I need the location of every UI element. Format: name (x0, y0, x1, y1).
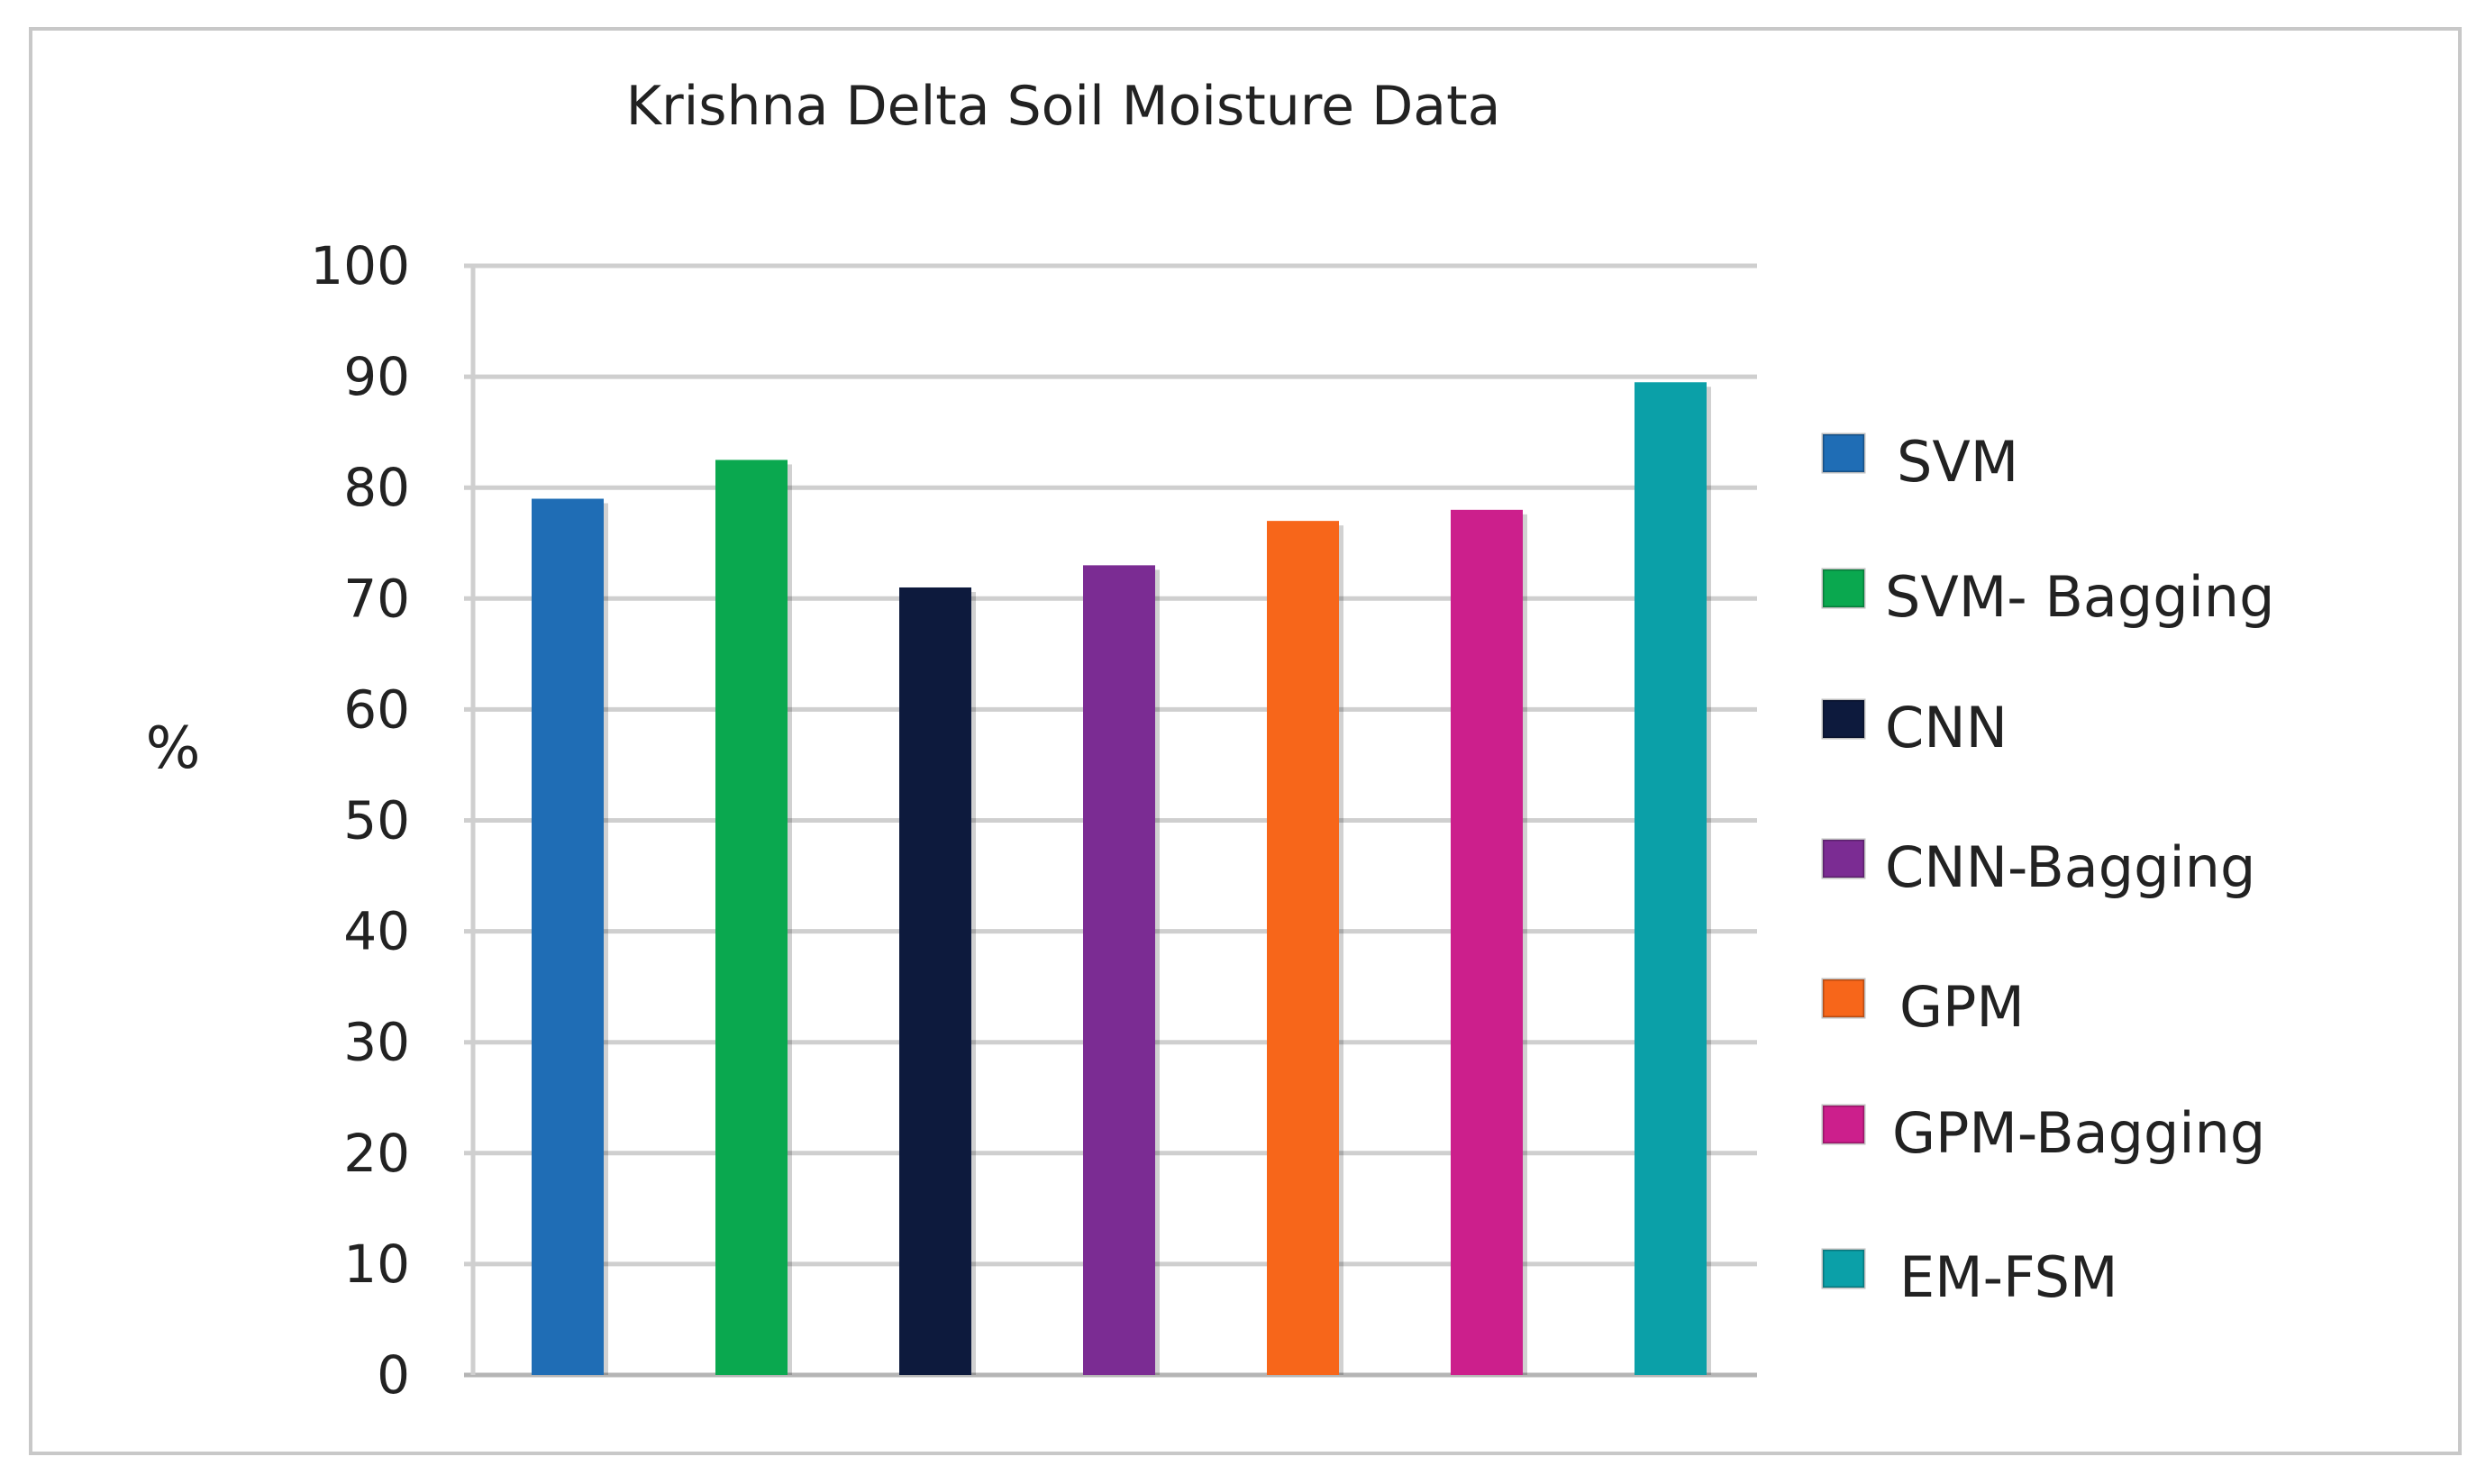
legend-swatch (1821, 568, 1866, 609)
bar-svm (532, 498, 608, 1375)
bar-rect (899, 587, 971, 1375)
y-tick-label-80: 80 (343, 457, 410, 518)
bar-em-fsm (1635, 382, 1711, 1375)
y-tick-label-100: 100 (310, 235, 410, 296)
legend-label: SVM (1897, 429, 2018, 495)
bar-gpm-bagging (1451, 509, 1527, 1375)
legend-item-gpm: GPM (1821, 974, 2025, 1040)
legend-item-gpm-bagging: GPM-Bagging (1821, 1100, 2265, 1166)
legend-swatch (1821, 1104, 1866, 1145)
legend-swatch (1821, 978, 1866, 1019)
y-tick-label-50: 50 (343, 790, 410, 851)
y-tick-label-40: 40 (343, 901, 410, 962)
legend-swatch (1821, 838, 1866, 879)
bar-cnn-bagging (1083, 565, 1160, 1375)
bar-rect (1635, 382, 1707, 1375)
legend-label: CNN (1885, 695, 2008, 760)
y-tick-label-60: 60 (343, 678, 410, 740)
bars (532, 382, 1711, 1375)
chart-title: Krishna Delta Soil Moisture Data (626, 75, 1501, 138)
legend-item-em-fsm: EM-FSM (1821, 1244, 2117, 1310)
y-tick-label-20: 20 (343, 1123, 410, 1184)
legend-label: CNN-Bagging (1885, 834, 2255, 900)
bar-cnn (899, 587, 976, 1375)
legend-swatch (1821, 698, 1866, 740)
legend-item-svm: SVM (1821, 429, 2018, 495)
bar-rect (1083, 565, 1155, 1375)
y-tick-label-70: 70 (343, 568, 410, 629)
legend-label: SVM- Bagging (1885, 564, 2274, 630)
legend-item-cnn: CNN (1821, 695, 2008, 760)
legend-item-cnn-bagging: CNN-Bagging (1821, 834, 2255, 900)
y-tick-label-0: 0 (377, 1344, 410, 1406)
bar-rect (532, 498, 604, 1375)
legend-label: EM-FSM (1899, 1244, 2117, 1310)
legend-label: GPM (1899, 974, 2025, 1040)
gridlines (464, 263, 1757, 1378)
y-tick-label-30: 30 (343, 1012, 410, 1073)
y-tick-labels: 0 10 20 30 40 50 60 70 80 90 100 (310, 235, 410, 1406)
legend: SVM SVM- Bagging CNN CNN-Bagging GPM GPM-Bagg… (1821, 429, 2274, 1310)
y-tick-label-10: 10 (343, 1234, 410, 1295)
bar-svm-bagging (715, 460, 792, 1375)
bar-gpm (1267, 521, 1343, 1375)
y-tick-label-90: 90 (343, 346, 410, 407)
bar-rect (715, 460, 788, 1375)
bar-rect (1451, 509, 1523, 1375)
y-axis-label: % (146, 715, 201, 782)
bar-rect (1267, 521, 1339, 1375)
legend-swatch (1821, 1248, 1866, 1289)
legend-swatch (1821, 432, 1866, 474)
legend-item-svm-bagging: SVM- Bagging (1821, 564, 2274, 630)
legend-label: GPM-Bagging (1892, 1100, 2265, 1166)
